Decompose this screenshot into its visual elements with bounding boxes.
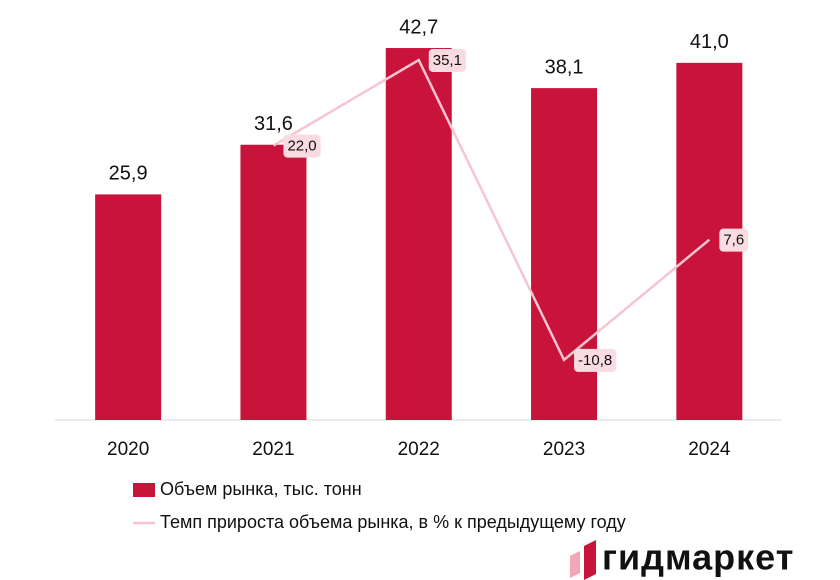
x-tick-label: 2024 <box>688 439 731 460</box>
line <box>272 58 711 362</box>
data-label: -10,8 <box>578 352 612 369</box>
x-tick-label: 2023 <box>543 439 585 460</box>
data-label-group: -10,8 <box>574 348 617 372</box>
logo-icon <box>584 540 596 580</box>
logo-icon <box>570 551 580 578</box>
bar <box>385 48 452 421</box>
data-label: 38,1 <box>545 56 584 78</box>
data-label: 31,6 <box>254 113 293 135</box>
legend-label: Темп прироста объема рынка, в % к предыд… <box>160 512 626 532</box>
data-label-group: 7,6 <box>719 228 749 252</box>
x-tick-label: 2021 <box>252 439 294 460</box>
data-label: 41,0 <box>690 31 729 53</box>
data-label: 42,7 <box>399 16 438 38</box>
bar <box>240 144 307 420</box>
data-label-box <box>283 134 321 158</box>
data-label: 7,6 <box>723 232 744 249</box>
legend-swatch <box>133 483 155 497</box>
bar <box>95 194 162 420</box>
data-label-box <box>574 348 617 372</box>
x-tick-label: 2022 <box>398 439 440 460</box>
data-label-group: 35,1 <box>428 48 466 72</box>
data-label: 25,9 <box>109 163 148 185</box>
logo: гидмаркет <box>570 537 794 580</box>
data-label: 35,1 <box>433 52 462 69</box>
data-label-group: 22,0 <box>283 134 321 158</box>
data-label-box <box>428 48 466 72</box>
x-tick-label: 2020 <box>107 439 149 460</box>
data-label-box <box>719 228 749 252</box>
data-label: 22,0 <box>287 138 316 155</box>
legend-label: Объем рынка, тыс. тонн <box>160 479 362 499</box>
brand: гидмаркет <box>602 537 794 578</box>
